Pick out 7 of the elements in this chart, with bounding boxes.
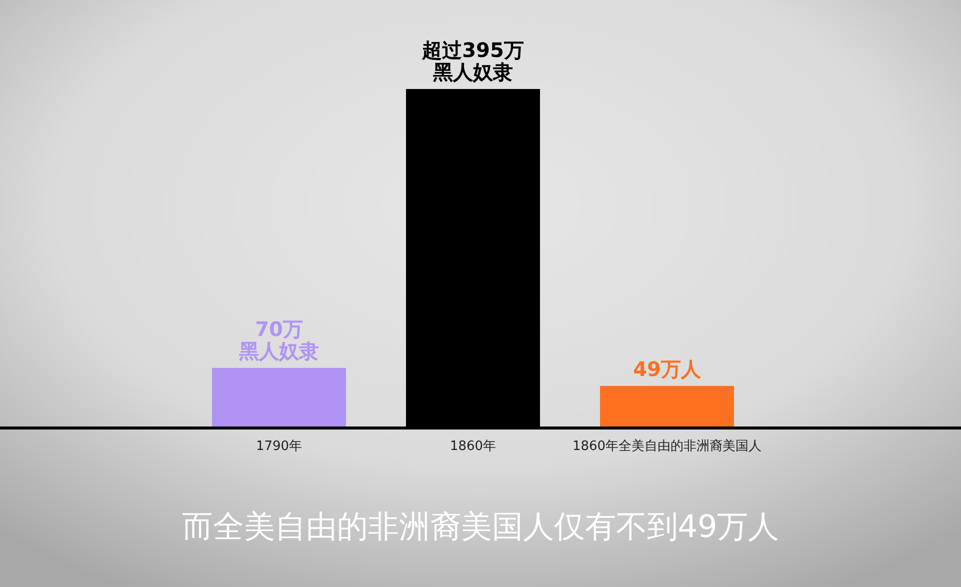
data-label: 超过395万黑人奴隶 [421,38,524,84]
x-tick-label: 1790年 [256,439,302,454]
data-label: 70万黑人奴隶 [238,316,319,363]
x-tick-label: 1860年 [450,439,496,454]
x-tick-label: 1860年全美自由的非洲裔美国人 [572,438,762,454]
text: 而全美自由的非洲裔美国人仅有不到49万人 [182,509,780,545]
data-label: 49万人 [633,356,702,381]
